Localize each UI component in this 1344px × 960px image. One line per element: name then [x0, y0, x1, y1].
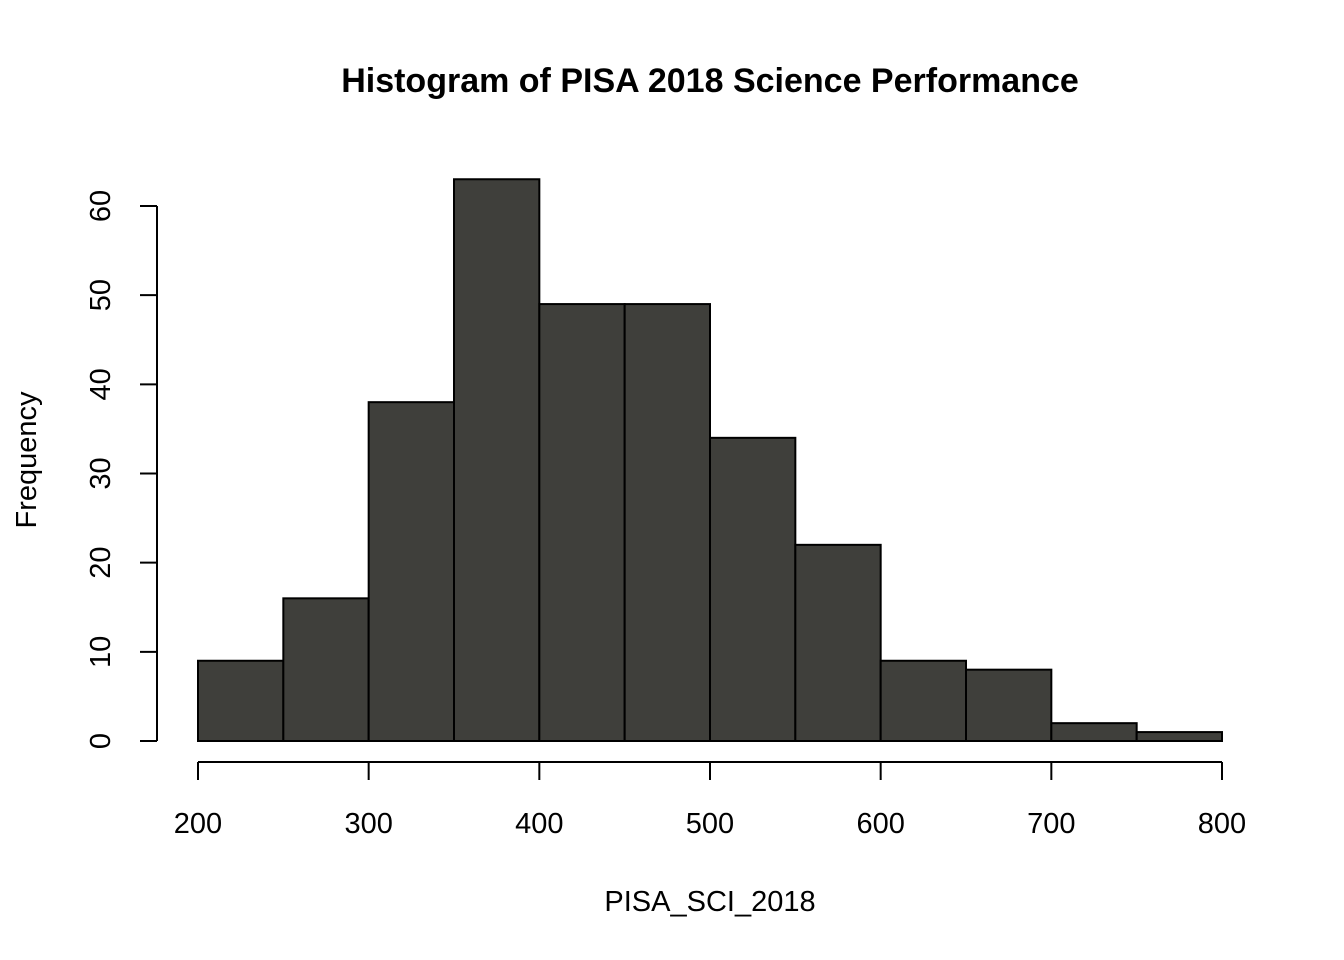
- histogram-bar-250-300: [282, 597, 370, 742]
- histogram-bar-750-800: [1135, 731, 1223, 742]
- y-axis-title: Frequency: [11, 391, 43, 529]
- x-axis: 200 300 400 500 600 700 800: [174, 761, 1246, 840]
- histogram-bar-700-750: [1050, 722, 1138, 743]
- y-axis: 0 10 20 30 40 50 60: [85, 190, 158, 749]
- histogram-bar-350-400: [453, 178, 541, 742]
- chart-title: Histogram of PISA 2018 Science Performan…: [341, 62, 1079, 100]
- histogram-bar-400-450: [538, 303, 626, 742]
- y-tick-label-40: 40: [85, 368, 117, 400]
- y-tick-label-30: 30: [85, 457, 117, 489]
- x-tick-label-300: 300: [344, 808, 392, 840]
- histogram-bar-500-550: [709, 436, 797, 742]
- x-tick-label-400: 400: [515, 808, 563, 840]
- histogram-bar-300-350: [367, 401, 455, 742]
- y-tick-label-50: 50: [85, 279, 117, 311]
- x-tick-label-600: 600: [856, 808, 904, 840]
- x-tick-label-500: 500: [686, 808, 734, 840]
- x-axis-title: PISA_SCI_2018: [604, 886, 815, 918]
- x-tick-label-700: 700: [1027, 808, 1075, 840]
- x-tick-label-200: 200: [174, 808, 222, 840]
- y-tick-label-60: 60: [85, 190, 117, 222]
- x-tick-label-800: 800: [1198, 808, 1246, 840]
- y-tick-label-10: 10: [85, 636, 117, 668]
- y-tick-label-20: 20: [85, 547, 117, 579]
- histogram-bar-200-250: [197, 659, 285, 742]
- histogram-bar-550-600: [794, 543, 882, 742]
- histogram-bar-600-650: [879, 659, 968, 742]
- bars-group: [197, 178, 1223, 743]
- histogram-bar-450-500: [623, 303, 712, 742]
- y-tick-label-0: 0: [85, 733, 117, 749]
- histogram-bar-650-700: [965, 668, 1053, 743]
